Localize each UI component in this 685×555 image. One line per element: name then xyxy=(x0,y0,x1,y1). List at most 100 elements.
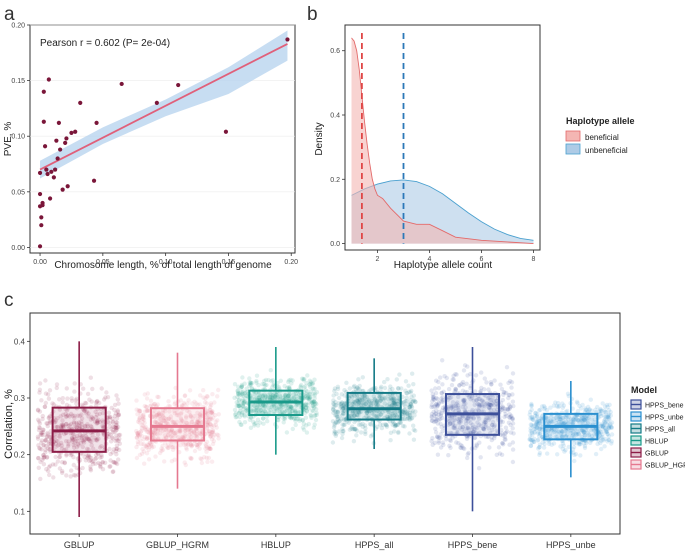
jitter-point xyxy=(341,411,346,416)
jitter-point xyxy=(215,418,220,423)
jitter-point xyxy=(367,401,372,407)
jitter-point xyxy=(254,378,259,384)
jitter-point xyxy=(446,418,452,424)
jitter-point xyxy=(392,401,398,406)
jitter-point xyxy=(46,414,52,420)
jitter-point xyxy=(537,426,542,432)
jitter-point xyxy=(286,393,291,399)
jitter-point xyxy=(46,396,52,401)
jitter-point xyxy=(64,413,70,419)
jitter-point xyxy=(236,397,242,402)
jitter-point xyxy=(609,425,615,430)
jitter-point xyxy=(459,381,464,386)
jitter-point xyxy=(146,429,151,435)
jitter-point xyxy=(85,455,90,461)
jitter-point xyxy=(151,403,156,408)
jitter-point xyxy=(195,419,200,424)
jitter-point xyxy=(208,407,213,413)
jitter-point xyxy=(35,407,41,412)
jitter-point xyxy=(357,398,363,403)
jitter-point xyxy=(354,385,360,390)
jitter-point xyxy=(355,395,360,400)
jitter-point xyxy=(434,401,439,407)
jitter-point xyxy=(284,408,289,414)
panel-a-point xyxy=(47,196,53,201)
jitter-point xyxy=(357,399,362,404)
pearson-text: Pearson r = 0.602 (P= 2e-04) xyxy=(40,38,170,49)
jitter-point xyxy=(335,416,341,422)
jitter-point xyxy=(46,415,51,421)
jitter-point xyxy=(487,402,492,407)
jitter-point xyxy=(140,413,146,418)
jitter-point xyxy=(135,433,141,438)
jitter-point xyxy=(100,410,106,416)
jitter-point xyxy=(88,464,93,469)
jitter-point xyxy=(100,460,106,465)
jitter-point xyxy=(283,396,288,401)
jitter-point xyxy=(597,433,603,438)
jitter-point xyxy=(134,398,139,403)
jitter-point xyxy=(363,431,368,437)
jitter-point xyxy=(360,396,365,401)
jitter-point xyxy=(409,410,415,415)
jitter-point xyxy=(408,390,413,395)
jitter-point xyxy=(204,455,209,460)
jitter-point xyxy=(232,412,238,417)
jitter-point xyxy=(570,447,576,452)
panel-c-ytick-label: 0.1 xyxy=(14,507,26,516)
jitter-point xyxy=(431,404,436,410)
jitter-point xyxy=(511,403,516,409)
jitter-point xyxy=(358,422,363,427)
jitter-point xyxy=(194,432,199,437)
jitter-point xyxy=(500,419,505,425)
jitter-point xyxy=(174,412,180,418)
jitter-point xyxy=(64,473,69,478)
jitter-point xyxy=(408,410,413,415)
jitter-point xyxy=(532,439,537,445)
jitter-point xyxy=(113,425,118,430)
jitter-point xyxy=(290,426,295,432)
jitter-point xyxy=(601,413,606,418)
jitter-point xyxy=(468,397,473,402)
jitter-point xyxy=(271,383,276,388)
jitter-point xyxy=(369,411,375,416)
jitter-point xyxy=(606,425,612,430)
jitter-point xyxy=(86,452,92,458)
jitter-point xyxy=(116,432,122,438)
jitter-point xyxy=(578,442,583,447)
jitter-point xyxy=(141,413,146,418)
jitter-point xyxy=(549,420,555,425)
jitter-point xyxy=(164,444,170,449)
jitter-point xyxy=(407,414,413,419)
jitter-point xyxy=(576,431,581,437)
jitter-point xyxy=(152,401,157,407)
jitter-point xyxy=(238,385,243,391)
jitter-point xyxy=(256,392,261,397)
jitter-point xyxy=(198,413,203,418)
jitter-point xyxy=(360,421,365,426)
jitter-point xyxy=(114,427,119,432)
jitter-point xyxy=(240,375,245,380)
jitter-point xyxy=(430,442,435,447)
jitter-point xyxy=(108,451,113,457)
jitter-point xyxy=(540,440,545,445)
jitter-point xyxy=(288,377,293,382)
jitter-point xyxy=(114,446,119,452)
jitter-point xyxy=(215,432,220,437)
jitter-point xyxy=(112,407,117,413)
jitter-point xyxy=(257,409,262,415)
jitter-point xyxy=(503,411,508,417)
jitter-point xyxy=(188,413,193,418)
jitter-point xyxy=(261,402,266,407)
jitter-point xyxy=(93,415,99,420)
jitter-point xyxy=(276,397,281,402)
jitter-point xyxy=(343,404,348,410)
jitter-point xyxy=(438,413,443,419)
panel-a-point xyxy=(58,147,63,152)
jitter-point xyxy=(583,407,588,413)
jitter-point xyxy=(405,415,411,421)
jitter-point xyxy=(482,421,487,426)
jitter-point xyxy=(241,400,247,405)
jitter-point xyxy=(500,404,505,409)
jitter-point xyxy=(199,460,205,466)
